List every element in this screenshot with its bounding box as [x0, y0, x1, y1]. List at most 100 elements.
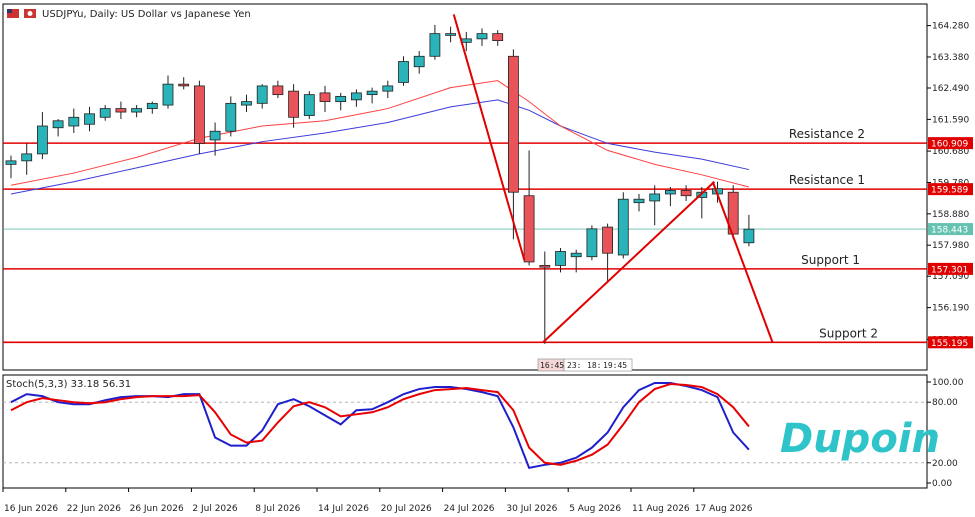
candle-body — [507, 55, 519, 193]
candle-body — [665, 190, 676, 195]
level-tag-4-bg — [928, 336, 973, 349]
candle — [429, 24, 441, 60]
date-label: 11 Aug 2026 — [632, 504, 690, 514]
date-label: 14 Jul 2026 — [318, 504, 369, 514]
candle — [633, 193, 645, 212]
symbol-flag-icon — [7, 9, 36, 18]
candle — [146, 101, 158, 114]
price-panel-frame — [2, 3, 928, 371]
candle-body — [319, 92, 331, 102]
candle — [665, 187, 676, 207]
stoch-tick-label: 100.00 — [932, 378, 964, 388]
trend-line-1 — [452, 14, 526, 261]
candle — [193, 80, 205, 154]
candle — [492, 30, 504, 46]
ma-slow-line — [10, 99, 750, 195]
time-tag-2: 23: — [567, 361, 581, 370]
candle — [398, 56, 409, 86]
date-label: 17 Aug 2026 — [695, 504, 753, 514]
level-tag-3: 157.301 — [931, 265, 968, 275]
level-label-3: Support 1 — [801, 253, 860, 267]
date-label: 16 Jun 2026 — [4, 504, 58, 514]
candle-body — [539, 265, 551, 268]
candle-body — [225, 102, 237, 132]
candle-body — [586, 228, 598, 258]
date-axis: 16 Jun 2026 22 Jun 2026 26 Jun 2026 2 Jul 2… — [2, 488, 753, 514]
brand-logo: Dupoin — [780, 416, 940, 462]
level-tag-1: 160.909 — [931, 140, 968, 150]
trend-line-3 — [711, 181, 774, 343]
candle — [570, 249, 582, 273]
candle — [335, 92, 347, 111]
time-tag-4: 19:45 — [603, 361, 627, 370]
stoch-tick-label: 80.00 — [932, 398, 958, 408]
candle — [115, 101, 127, 120]
candle-body — [37, 125, 48, 155]
candle-body — [209, 130, 221, 141]
candle-body — [492, 33, 504, 41]
candle-body — [350, 92, 362, 101]
candle-body — [398, 61, 409, 83]
candle — [680, 185, 692, 201]
candle — [303, 91, 315, 120]
candle-body — [602, 226, 613, 254]
candle — [602, 223, 613, 283]
candle — [131, 105, 143, 118]
moving-averages-layer — [10, 80, 750, 195]
date-label: 8 Jul 2026 — [255, 504, 300, 514]
trend-line-2 — [542, 181, 716, 343]
candle — [696, 187, 708, 219]
level-label-1: Resistance 2 — [789, 127, 865, 141]
candle — [555, 248, 566, 273]
candle — [21, 143, 33, 175]
candle-body — [84, 113, 95, 125]
candle-body — [303, 94, 315, 116]
level-label-2: Resistance 1 — [789, 173, 865, 187]
candle-body — [193, 85, 205, 144]
date-label: 30 Jul 2026 — [506, 504, 557, 514]
level-tag-1-bg — [928, 137, 973, 150]
candle-body — [52, 120, 64, 129]
candle — [99, 105, 111, 121]
level-tag-2: 159.589 — [931, 186, 968, 196]
stoch-tick-label: 0.00 — [932, 479, 952, 489]
chart-title: USDJPYu, Daily: US Dollar vs Japanese Ye… — [42, 9, 251, 20]
price-tick-label: 157.090 — [932, 272, 969, 282]
candle — [272, 80, 284, 99]
candle-body — [162, 83, 174, 106]
date-label: 5 Aug 2026 — [569, 504, 621, 514]
candle — [68, 108, 80, 133]
price-tick-label: 156.190 — [932, 304, 969, 314]
candle-body — [131, 108, 143, 113]
level-tag-3-bg — [928, 262, 973, 275]
candle-body — [680, 190, 692, 197]
stoch-axis: 100.00 80.00 20.00 0.00 — [927, 378, 964, 489]
candle-body — [335, 95, 347, 103]
candle-body — [146, 102, 158, 109]
candle-body — [633, 198, 645, 204]
candle — [178, 77, 190, 90]
date-label: 24 Jul 2026 — [444, 504, 495, 514]
candle — [413, 51, 425, 74]
candle — [209, 122, 221, 156]
candle — [37, 112, 48, 160]
candle-body — [476, 33, 488, 40]
candle-body — [570, 252, 582, 258]
candle-body — [429, 33, 441, 57]
candle-body — [99, 108, 111, 118]
candle-body — [445, 33, 457, 36]
level-tag-2-bg — [928, 183, 973, 196]
price-tick-label: 162.490 — [932, 84, 969, 94]
candle — [727, 185, 739, 240]
stochastic-layer — [3, 382, 927, 469]
candle — [256, 84, 268, 109]
candle-body — [21, 153, 33, 162]
price-tick-label: 164.280 — [932, 22, 969, 32]
candle-body — [288, 90, 300, 118]
candle — [649, 185, 661, 226]
price-tick-label: 157.980 — [932, 241, 969, 251]
candle — [288, 84, 300, 128]
trend-lines-layer — [452, 14, 774, 343]
candle-body — [366, 90, 378, 96]
